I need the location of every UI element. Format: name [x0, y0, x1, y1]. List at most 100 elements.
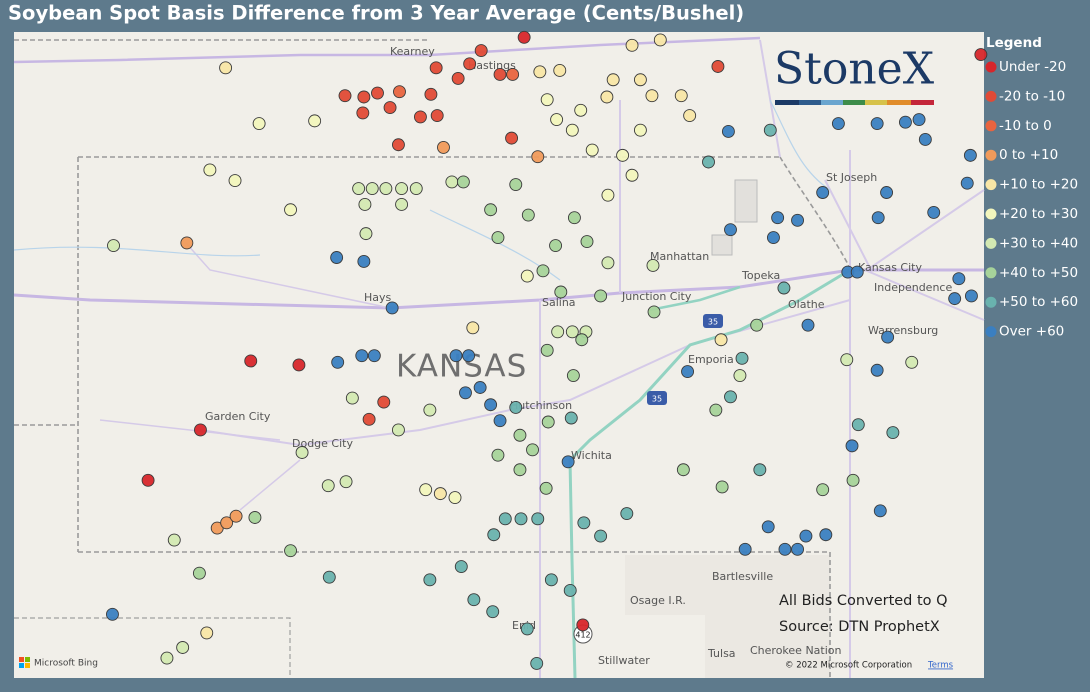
place-label: Independence	[874, 281, 952, 294]
map-point	[252, 117, 266, 130]
map-point	[459, 386, 472, 400]
map-point	[633, 123, 647, 137]
map-point	[106, 607, 119, 621]
map-point	[486, 605, 500, 619]
map-point	[960, 176, 974, 190]
map-point	[881, 330, 895, 344]
map-point	[449, 349, 463, 363]
map-point	[870, 117, 884, 130]
legend-marker	[985, 90, 997, 102]
map-point	[192, 566, 206, 580]
map-point	[601, 256, 615, 270]
map-point	[484, 398, 498, 412]
map-point	[409, 182, 423, 195]
map-point	[491, 231, 505, 245]
map-point	[448, 491, 462, 505]
map-point	[816, 186, 830, 199]
map-point	[633, 73, 647, 87]
map-point	[676, 463, 690, 477]
map-point	[553, 64, 567, 77]
map-point	[424, 87, 438, 101]
map-point	[466, 321, 480, 335]
map-point	[845, 439, 859, 453]
legend-marker	[985, 61, 997, 73]
logo-bar	[775, 100, 799, 105]
map-point	[393, 85, 406, 99]
map-point	[974, 48, 988, 62]
map-point	[379, 182, 393, 195]
map-point	[167, 533, 181, 547]
map-point	[645, 89, 659, 103]
map-point	[513, 463, 527, 477]
place-label: Emporia	[688, 353, 734, 366]
map-point	[918, 132, 932, 146]
map-point	[625, 168, 639, 182]
map-point	[413, 110, 427, 124]
map-point	[575, 333, 589, 347]
map-point	[851, 418, 865, 432]
legend-marker	[985, 149, 997, 161]
map-point	[377, 395, 391, 409]
map-point	[321, 479, 335, 493]
place-label: Manhattan	[650, 250, 709, 263]
logo-bar	[887, 100, 911, 105]
map-point	[831, 117, 845, 130]
map-point	[474, 44, 488, 58]
map-point	[724, 390, 737, 404]
map-point	[514, 512, 528, 526]
map-point	[533, 65, 547, 79]
legend-marker	[985, 326, 997, 338]
map-point	[330, 251, 344, 264]
interstate	[649, 285, 741, 312]
place-label: Warrensburg	[868, 324, 938, 337]
map-point	[359, 227, 373, 241]
map-point	[467, 593, 481, 607]
map-point	[462, 349, 476, 363]
map-point	[601, 188, 615, 202]
place-label: Tulsa	[707, 647, 736, 660]
map-point	[778, 542, 792, 556]
map-point	[541, 415, 555, 429]
map-point	[505, 131, 519, 145]
legend: Under -20 -20 to -10 -10 to 0 0 to +10 +10 t…	[985, 59, 1078, 340]
map-point	[585, 143, 599, 157]
legend-label: -20 to -10	[999, 88, 1065, 104]
place-label: Olathe	[788, 298, 825, 311]
map-point	[702, 155, 715, 169]
map-point	[345, 391, 359, 405]
map-point	[777, 281, 791, 295]
map-point	[554, 285, 568, 299]
bing-logo	[19, 657, 24, 662]
legend-title: Legend	[986, 35, 1042, 51]
map-point	[905, 355, 919, 369]
map-point	[473, 381, 487, 394]
place-label: Topeka	[741, 269, 780, 282]
place-label: Hastings	[468, 59, 516, 72]
logo-bar	[911, 100, 934, 105]
map-point	[509, 178, 523, 191]
map-point	[513, 428, 527, 442]
map-point	[540, 93, 554, 107]
map-point	[292, 358, 306, 372]
map-point	[203, 163, 217, 177]
place-label: Hutchinson	[510, 399, 572, 412]
map-point	[433, 487, 447, 501]
map-point	[577, 516, 591, 530]
legend-label: +10 to +20	[999, 177, 1078, 193]
terms-link[interactable]: Terms	[927, 661, 954, 671]
map-point	[509, 400, 523, 414]
map-point	[248, 511, 262, 524]
map-point	[551, 325, 565, 339]
map-point	[229, 509, 243, 523]
legend-label: Under -20	[999, 59, 1066, 75]
map-point	[358, 197, 372, 211]
map-point	[391, 138, 405, 152]
map-point	[653, 33, 667, 47]
map-point	[561, 455, 575, 469]
legend-marker	[985, 296, 997, 308]
points-layer	[106, 30, 988, 670]
map-point	[160, 651, 174, 665]
map-point	[565, 123, 579, 137]
map-point	[616, 148, 630, 162]
attribution: © 2022 Microsoft Corporation	[785, 661, 912, 671]
